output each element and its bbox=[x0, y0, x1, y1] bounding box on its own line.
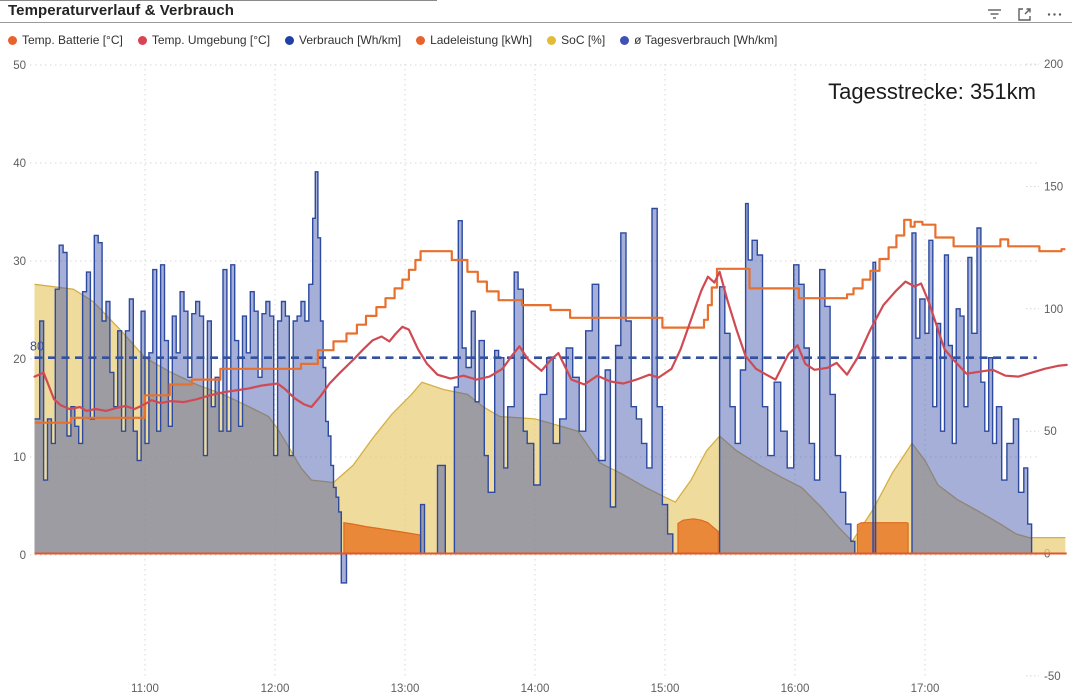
y-left-tick-label: 30 bbox=[13, 256, 26, 268]
y-left-tick-label: 10 bbox=[13, 452, 26, 464]
legend-item-verbrauch[interactable]: Verbrauch [Wh/km] bbox=[285, 33, 401, 47]
y-right-tick-label: 100 bbox=[1044, 304, 1063, 316]
temp-batterie-line bbox=[34, 218, 1066, 424]
page-title: Temperaturverlauf & Verbrauch bbox=[8, 2, 235, 19]
legend-item-ladeleistung[interactable]: Ladeleistung [kWh] bbox=[416, 33, 532, 47]
verbrauch-area bbox=[34, 171, 1032, 583]
temp-umgebung-line bbox=[33, 270, 1068, 412]
legend-item-temp-umgebung[interactable]: Temp. Umgebung [°C] bbox=[137, 33, 271, 47]
legend-label: SoC [%] bbox=[561, 33, 606, 47]
legend-label: Temp. Umgebung [°C] bbox=[151, 33, 271, 47]
ladeleistung-block-2 bbox=[677, 518, 719, 555]
visual-header-icons bbox=[986, 6, 1062, 22]
y-right-tick-label: 50 bbox=[1044, 426, 1057, 438]
more-options-icon[interactable] bbox=[1046, 6, 1062, 22]
x-tick-label: 15:00 bbox=[651, 683, 680, 695]
legend-item-temp-batterie[interactable]: Temp. Batterie [°C] bbox=[8, 33, 123, 47]
legend-dot-ladeleistung bbox=[416, 35, 426, 45]
soc-line bbox=[34, 283, 1066, 543]
legend-label: Temp. Batterie [°C] bbox=[22, 33, 123, 47]
legend-dot-verbrauch bbox=[285, 35, 295, 45]
legend-item-soc[interactable]: SoC [%] bbox=[547, 33, 605, 47]
x-tick-label: 17:00 bbox=[911, 683, 940, 695]
legend-label: ø Tagesverbrauch [Wh/km] bbox=[634, 33, 778, 47]
annotation-tagesstrecke: Tagesstrecke: 351km bbox=[828, 79, 1036, 104]
legend-label: Verbrauch [Wh/km] bbox=[299, 33, 402, 47]
chart-legend: Temp. Batterie [°C] Temp. Umgebung [°C] Ve… bbox=[8, 33, 777, 47]
x-tick-label: 11:00 bbox=[131, 683, 159, 695]
y-left-tick-label: 20 bbox=[13, 354, 26, 366]
soc-area bbox=[34, 284, 1066, 554]
x-tick-label: 12:00 bbox=[261, 683, 290, 695]
x-tick-label: 13:00 bbox=[391, 683, 420, 695]
y-left-tick-label: 40 bbox=[13, 158, 26, 170]
y-right-tick-label: 150 bbox=[1044, 182, 1063, 194]
visual-header: Temperaturverlauf & Verbrauch bbox=[0, 0, 1072, 23]
filter-icon[interactable] bbox=[986, 6, 1002, 22]
y-right-tick-label: 200 bbox=[1044, 59, 1063, 71]
legend-dot-temp-batterie bbox=[8, 35, 17, 45]
legend-dot-tagesverbrauch bbox=[620, 35, 630, 45]
legend-dot-temp-umgebung bbox=[137, 35, 147, 45]
y-right-tick-label: -50 bbox=[1044, 671, 1061, 683]
focus-mode-icon[interactable] bbox=[1016, 6, 1032, 22]
header-divider bbox=[0, 22, 1072, 23]
x-tick-label: 14:00 bbox=[521, 683, 550, 695]
ladeleistung-block-3 bbox=[856, 522, 909, 555]
y-left-tick-label: 50 bbox=[13, 60, 26, 72]
avg-value-label: 80 bbox=[30, 340, 44, 354]
legend-item-tagesverbrauch[interactable]: ø Tagesverbrauch [Wh/km] bbox=[620, 33, 777, 47]
legend-dot-soc bbox=[547, 35, 557, 45]
y-left-tick-label: 0 bbox=[20, 550, 26, 562]
x-tick-label: 16:00 bbox=[781, 683, 810, 695]
legend-label: Ladeleistung [kWh] bbox=[430, 33, 533, 47]
top-border-fragment bbox=[0, 0, 437, 1]
verbrauch-outline bbox=[34, 171, 1033, 584]
